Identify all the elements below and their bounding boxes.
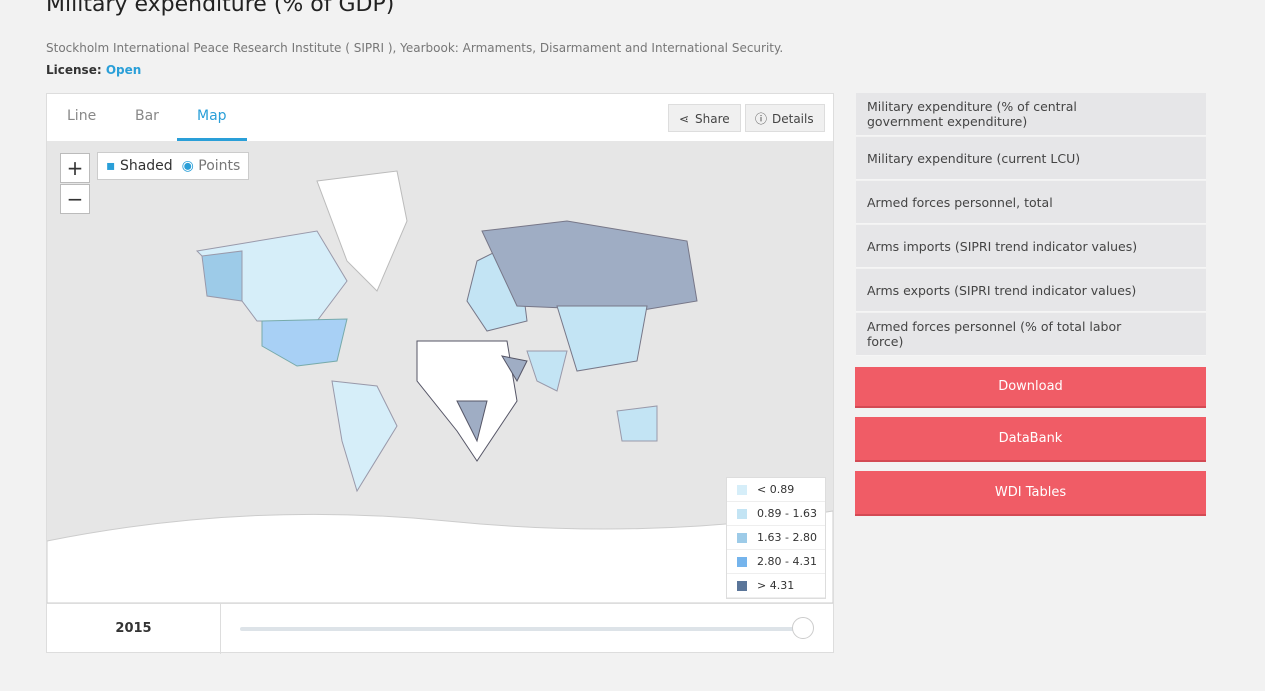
legend-swatch — [737, 485, 747, 495]
action-button[interactable]: Download — [855, 367, 1206, 408]
chart-panel: Line Bar Map ⋖ Share ⓘ Details + − ▪ Shade… — [46, 93, 834, 654]
license-link[interactable]: Open — [105, 63, 142, 77]
related-indicator[interactable]: Military expenditure (current LCU) — [856, 137, 1206, 180]
mode-shaded[interactable]: Shaded — [119, 158, 173, 174]
world-map — [47, 141, 833, 603]
zoom-out[interactable]: − — [60, 184, 90, 214]
license-label: License: — [46, 63, 102, 77]
source: Stockholm International Peace Research I… — [46, 41, 784, 55]
legend-label: > 4.31 — [757, 579, 795, 592]
related-indicator[interactable]: Armed forces personnel (% of total labor… — [856, 313, 1206, 356]
mode-points[interactable]: Points — [198, 158, 241, 174]
legend-item: 1.63 - 2.80 — [727, 526, 825, 550]
legend-label: 2.80 - 4.31 — [757, 555, 817, 568]
details-button[interactable]: ⓘ Details — [745, 104, 825, 132]
legend-label: < 0.89 — [757, 483, 795, 496]
zoom-in[interactable]: + — [60, 153, 90, 183]
action-button[interactable]: DataBank — [855, 417, 1206, 462]
legend-swatch — [737, 509, 747, 519]
year-slider[interactable] — [220, 603, 834, 654]
legend-item: > 4.31 — [727, 574, 825, 598]
legend: < 0.89 0.89 - 1.63 1.63 - 2.80 2.80 - 4.31 >… — [726, 477, 826, 599]
button-label: Share — [695, 112, 730, 126]
button-label: Details — [772, 112, 814, 126]
legend-swatch — [737, 533, 747, 543]
tab-underline — [177, 138, 247, 141]
page-title: Military expenditure (% of GDP) — [46, 0, 395, 17]
license: License: Open — [46, 63, 141, 77]
legend-swatch — [737, 581, 747, 591]
map-mode-toggle: ▪ Shaded ◉ Points — [97, 152, 250, 180]
related-indicator[interactable]: Arms imports (SIPRI trend indicator valu… — [856, 225, 1206, 268]
legend-item: 2.80 - 4.31 — [727, 550, 825, 574]
share-button[interactable]: ⋖ Share — [668, 104, 741, 132]
action-button[interactable]: WDI Tables — [855, 471, 1206, 516]
tab[interactable]: Line — [67, 108, 97, 124]
legend-label: 1.63 - 2.80 — [757, 531, 817, 544]
tab-active[interactable]: Map — [197, 108, 227, 124]
related-indicator[interactable]: Arms exports (SIPRI trend indicator valu… — [856, 269, 1206, 312]
legend-swatch — [737, 557, 747, 567]
related-indicator[interactable]: Armed forces personnel, total — [856, 181, 1206, 224]
related-indicator[interactable]: Military expenditure (% of central gover… — [856, 93, 1206, 136]
legend-item: < 0.89 — [727, 478, 825, 502]
tab[interactable]: Bar — [135, 108, 159, 124]
legend-item: 0.89 - 1.63 — [727, 502, 825, 526]
year: 2015 — [47, 603, 221, 654]
legend-label: 0.89 - 1.63 — [757, 507, 817, 520]
